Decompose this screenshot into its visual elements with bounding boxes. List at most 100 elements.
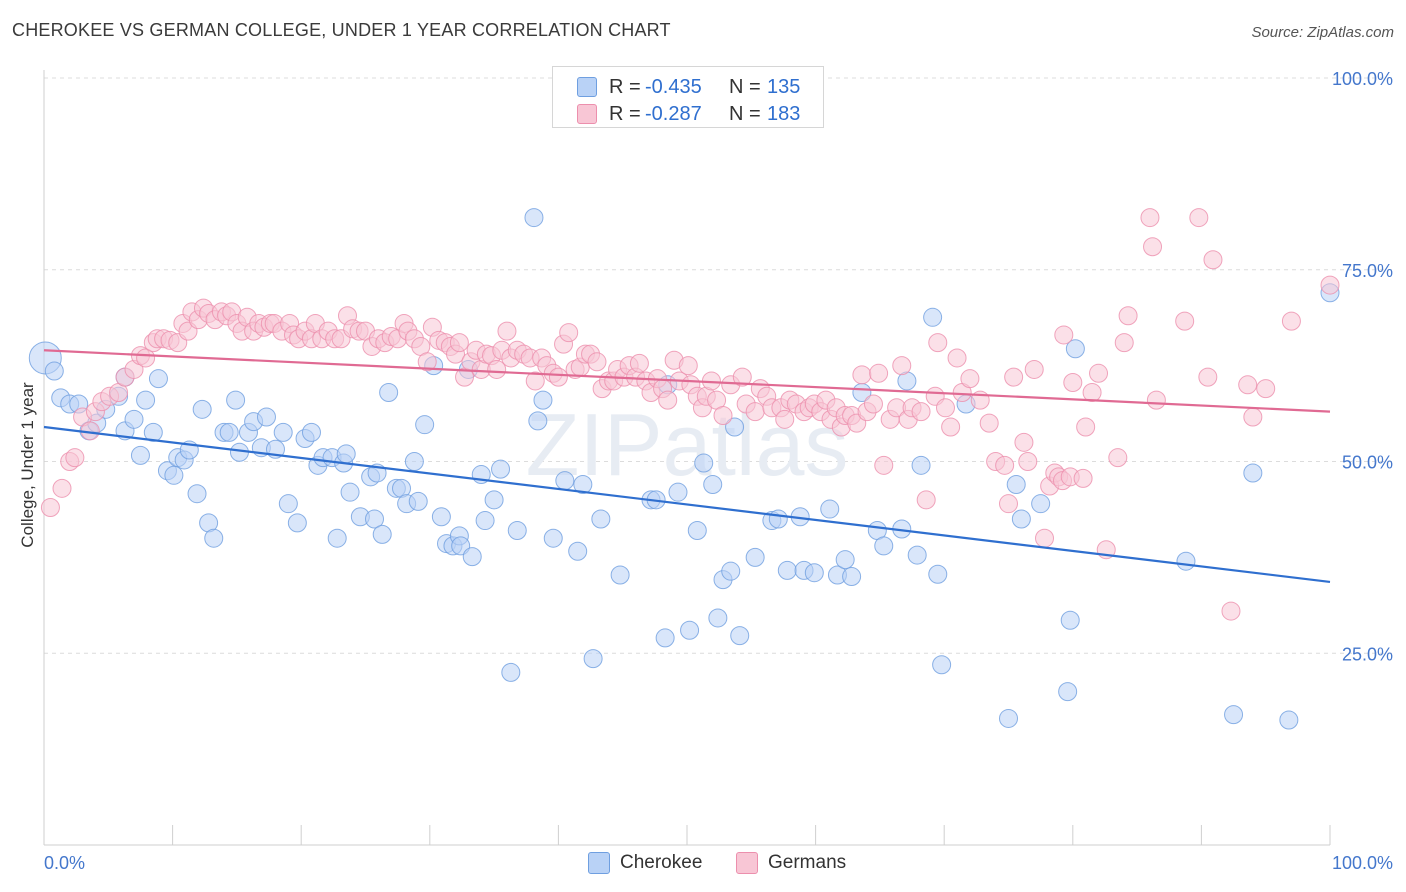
data-point-germans — [979, 413, 999, 433]
legend-row-cherokee: R = -0.435 N = 135 — [577, 74, 800, 100]
data-point-germans — [1014, 432, 1034, 452]
data-point-cherokee — [1279, 710, 1299, 730]
data-point-cherokee — [932, 655, 952, 675]
legend-label-germans: Germans — [768, 852, 847, 873]
y-tick-label: 25.0% — [1342, 644, 1393, 664]
data-point-cherokee — [273, 422, 293, 442]
data-point-germans — [935, 398, 955, 418]
data-point-cherokee — [842, 567, 862, 587]
axes — [43, 70, 1331, 846]
data-point-cherokee — [730, 626, 750, 646]
data-point-germans — [1189, 208, 1209, 228]
data-point-cherokee — [336, 444, 356, 464]
data-point-cherokee — [1176, 551, 1196, 571]
data-point-cherokee — [703, 475, 723, 495]
data-point-cherokee — [583, 649, 603, 669]
data-point-cherokee — [911, 455, 931, 475]
data-point-germans — [1082, 382, 1102, 402]
legend-label-cherokee: Cherokee — [620, 852, 703, 873]
data-point-cherokee — [501, 662, 521, 682]
data-point-germans — [941, 417, 961, 437]
data-point-cherokee — [680, 620, 700, 640]
y-tick-label: 100.0% — [1332, 69, 1393, 89]
data-point-cherokee — [404, 452, 424, 471]
data-point-cherokee — [507, 521, 527, 541]
legend-r-value: -0.287 — [645, 102, 702, 125]
data-point-germans — [911, 402, 931, 422]
data-point-cherokee — [226, 390, 246, 410]
data-point-cherokee — [1011, 509, 1031, 529]
data-point-cherokee — [164, 465, 184, 485]
data-point-germans — [1054, 325, 1074, 345]
data-point-cherokee — [192, 399, 212, 419]
data-point-germans — [629, 353, 649, 373]
data-point-germans — [1118, 306, 1138, 326]
data-point-germans — [1221, 601, 1241, 621]
data-point-cherokee — [327, 528, 347, 548]
y-axis-label: College, Under 1 year — [18, 382, 37, 548]
data-point-cherokee — [301, 422, 321, 442]
data-point-germans — [1004, 367, 1024, 387]
data-point-cherokee — [543, 528, 563, 548]
legend-swatch-blue — [577, 77, 597, 97]
data-point-cherokee — [475, 511, 495, 531]
chart-title: CHEROKEE VS GERMAN COLLEGE, UNDER 1 YEAR… — [12, 20, 671, 40]
data-point-cherokee — [907, 545, 927, 565]
data-point-germans — [1140, 208, 1160, 228]
data-point-cherokee — [999, 708, 1018, 728]
series-legend: Cherokee Germans — [0, 852, 1406, 876]
data-point-germans — [1203, 250, 1223, 270]
data-point-cherokee — [573, 475, 593, 495]
data-point-germans — [417, 352, 437, 372]
data-point-germans — [960, 369, 980, 389]
data-point-cherokee — [340, 482, 360, 502]
data-point-germans — [1243, 407, 1263, 427]
data-point-germans — [874, 455, 894, 475]
data-point-cherokee — [768, 509, 788, 529]
grid-lines — [44, 77, 1392, 654]
data-point-germans — [65, 448, 85, 468]
data-point-cherokee — [1243, 463, 1263, 483]
data-point-cherokee — [219, 422, 239, 442]
y-tick-label: 50.0% — [1342, 453, 1393, 473]
legend-r-value: -0.435 — [645, 75, 702, 98]
data-point-cherokee — [278, 494, 298, 514]
legend-swatch-pink — [577, 104, 597, 124]
data-point-cherokee — [431, 507, 451, 527]
trend-lines — [43, 349, 1331, 584]
data-point-germans — [449, 333, 469, 353]
data-point-germans — [1076, 417, 1096, 437]
tick-labels: 25.0% 50.0% 75.0% 100.0% 0.0% 100.0% — [44, 69, 1393, 873]
data-point-cherokee — [721, 561, 741, 581]
data-point-germans — [1063, 372, 1083, 392]
data-point-cherokee — [287, 513, 307, 533]
data-point-germans — [1238, 375, 1258, 395]
data-point-germans — [587, 352, 607, 372]
data-point-cherokee — [148, 369, 168, 389]
legend-item-cherokee: Cherokee — [588, 852, 702, 874]
data-point-cherokee — [928, 564, 948, 584]
data-point-germans — [892, 356, 912, 376]
data-point-cherokee — [777, 560, 797, 580]
data-point-germans — [678, 356, 698, 376]
data-point-germans — [1108, 448, 1128, 468]
data-point-germans — [1281, 311, 1301, 331]
data-point-germans — [713, 405, 733, 425]
data-point-germans — [525, 371, 545, 391]
data-point-cherokee — [204, 528, 224, 548]
data-point-germans — [52, 478, 72, 498]
data-point-germans — [947, 348, 967, 368]
x-tick-label: 100.0% — [1332, 853, 1393, 873]
data-point-cherokee — [745, 547, 765, 567]
x-tick-label: 0.0% — [44, 853, 85, 873]
data-point-cherokee — [1224, 705, 1244, 725]
y-tick-label: 75.0% — [1342, 261, 1393, 281]
data-point-cherokee — [130, 445, 150, 465]
data-point-cherokee — [835, 550, 855, 570]
data-point-cherokee — [1058, 682, 1078, 702]
data-point-germans — [1035, 528, 1055, 548]
data-point-cherokee — [44, 361, 64, 381]
data-point-cherokee — [804, 563, 824, 583]
data-point-germans — [40, 498, 60, 518]
data-point-germans — [916, 490, 936, 510]
